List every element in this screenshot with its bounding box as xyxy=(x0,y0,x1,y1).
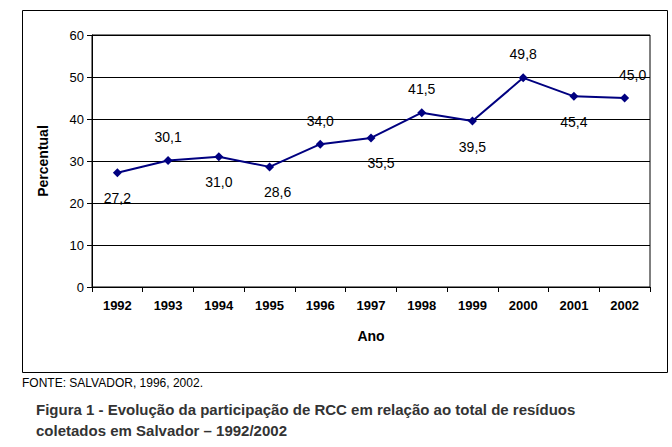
svg-text:50: 50 xyxy=(70,70,84,85)
svg-text:41,5: 41,5 xyxy=(408,81,435,97)
svg-text:45,4: 45,4 xyxy=(560,114,587,130)
svg-text:49,8: 49,8 xyxy=(510,46,537,62)
svg-text:coletados em Salvador – 1992/2: coletados em Salvador – 1992/2002 xyxy=(36,422,287,439)
svg-text:1994: 1994 xyxy=(204,298,234,313)
svg-text:34,0: 34,0 xyxy=(307,113,334,129)
svg-text:28,6: 28,6 xyxy=(264,184,291,200)
svg-text:31,0: 31,0 xyxy=(205,174,232,190)
svg-text:1993: 1993 xyxy=(154,298,183,313)
svg-text:45,0: 45,0 xyxy=(619,67,646,83)
svg-text:2000: 2000 xyxy=(509,298,538,313)
svg-text:10: 10 xyxy=(70,238,84,253)
svg-text:1995: 1995 xyxy=(255,298,284,313)
svg-text:27,2: 27,2 xyxy=(104,190,131,206)
svg-text:30: 30 xyxy=(70,154,84,169)
svg-text:Ano: Ano xyxy=(357,328,384,344)
svg-text:39,5: 39,5 xyxy=(459,139,486,155)
svg-text:40: 40 xyxy=(70,112,84,127)
svg-text:Percentual: Percentual xyxy=(35,125,51,197)
svg-text:1998: 1998 xyxy=(407,298,436,313)
svg-text:1996: 1996 xyxy=(306,298,335,313)
svg-text:30,1: 30,1 xyxy=(154,129,181,145)
svg-text:35,5: 35,5 xyxy=(367,155,394,171)
svg-text:1999: 1999 xyxy=(458,298,487,313)
svg-text:2002: 2002 xyxy=(610,298,639,313)
svg-text:20: 20 xyxy=(70,196,84,211)
svg-text:FONTE: SALVADOR, 1996, 2002.: FONTE: SALVADOR, 1996, 2002. xyxy=(22,376,203,390)
svg-text:Figura 1 - Evolução da partici: Figura 1 - Evolução da participação de R… xyxy=(36,401,580,418)
svg-text:0: 0 xyxy=(77,280,84,295)
svg-text:1997: 1997 xyxy=(357,298,386,313)
svg-text:60: 60 xyxy=(70,28,84,43)
svg-text:2001: 2001 xyxy=(559,298,588,313)
svg-text:1992: 1992 xyxy=(103,298,132,313)
